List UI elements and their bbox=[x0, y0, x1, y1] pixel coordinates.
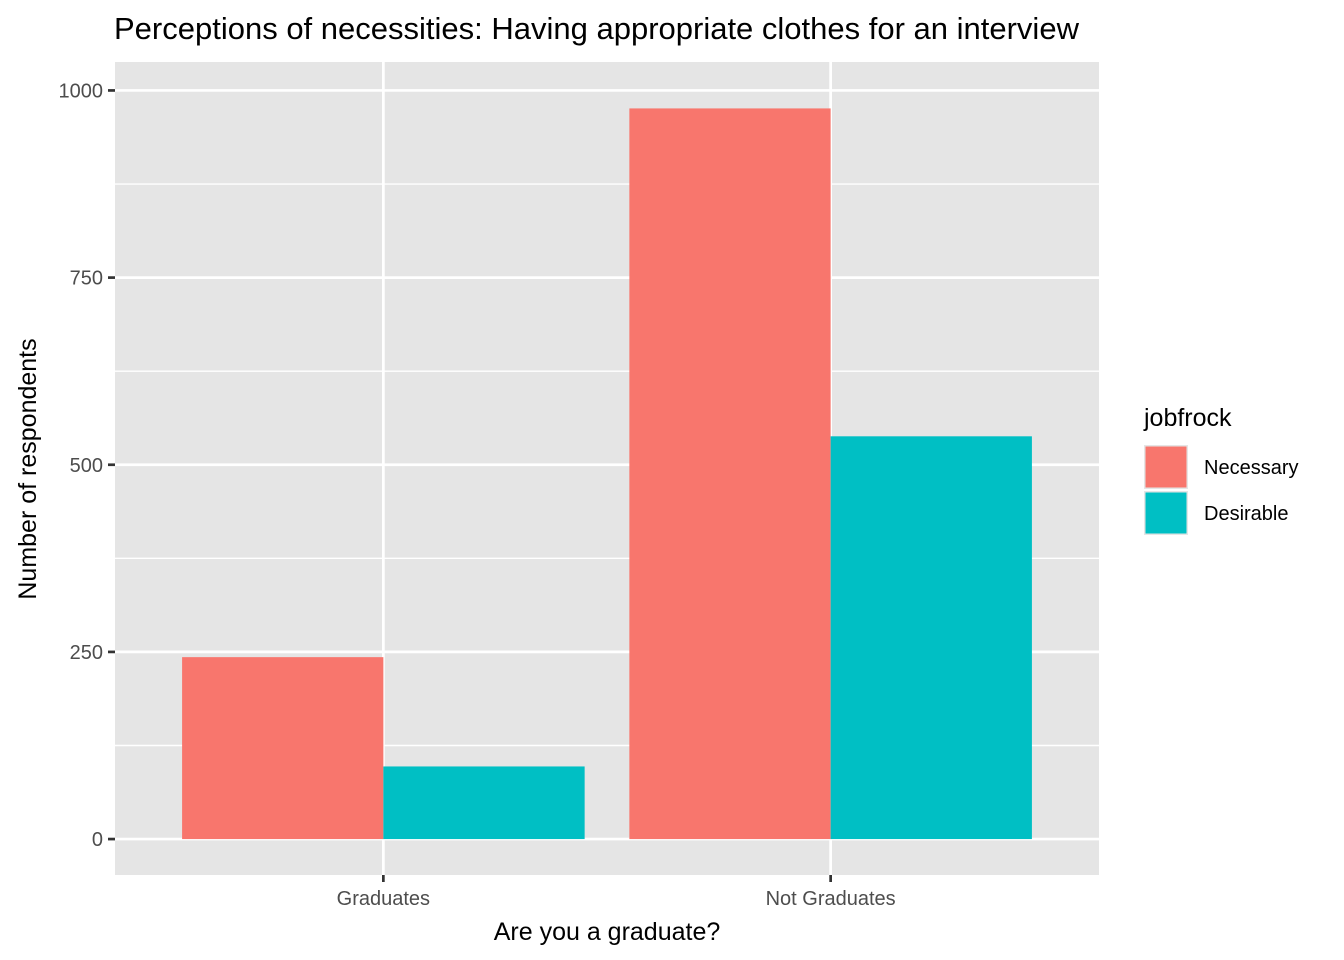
y-tick-label: 0 bbox=[92, 829, 103, 851]
chart-title: Perceptions of necessities: Having appro… bbox=[114, 11, 1080, 46]
x-axis: Graduates Not Graduates bbox=[337, 875, 896, 910]
bar-series bbox=[182, 108, 1032, 840]
legend-label-desirable: Desirable bbox=[1204, 503, 1288, 525]
bar-desirable-not-graduates bbox=[830, 436, 1032, 840]
legend-label-necessary: Necessary bbox=[1204, 457, 1298, 479]
legend-title: jobfrock bbox=[1143, 404, 1232, 432]
bar-necessary-not-graduates bbox=[629, 108, 831, 840]
legend-key-desirable bbox=[1145, 492, 1187, 534]
y-tick-label: 750 bbox=[70, 268, 103, 290]
y-tick-label: 500 bbox=[70, 455, 103, 477]
legend: jobfrock Necessary Desirable bbox=[1143, 404, 1298, 535]
legend-items: Necessary Desirable bbox=[1144, 445, 1298, 535]
legend-key-necessary bbox=[1145, 446, 1187, 488]
x-tick-label: Graduates bbox=[337, 888, 430, 910]
y-axis: 0 250 500 750 1000 bbox=[59, 80, 115, 851]
y-tick-label: 250 bbox=[70, 642, 103, 664]
x-axis-title: Are you a graduate? bbox=[494, 918, 721, 946]
x-tick-label: Not Graduates bbox=[766, 888, 896, 910]
bar-desirable-graduates bbox=[383, 766, 585, 840]
bar-necessary-graduates bbox=[182, 657, 384, 840]
y-tick-label: 1000 bbox=[59, 80, 104, 102]
y-axis-title: Number of respondents bbox=[14, 338, 42, 599]
